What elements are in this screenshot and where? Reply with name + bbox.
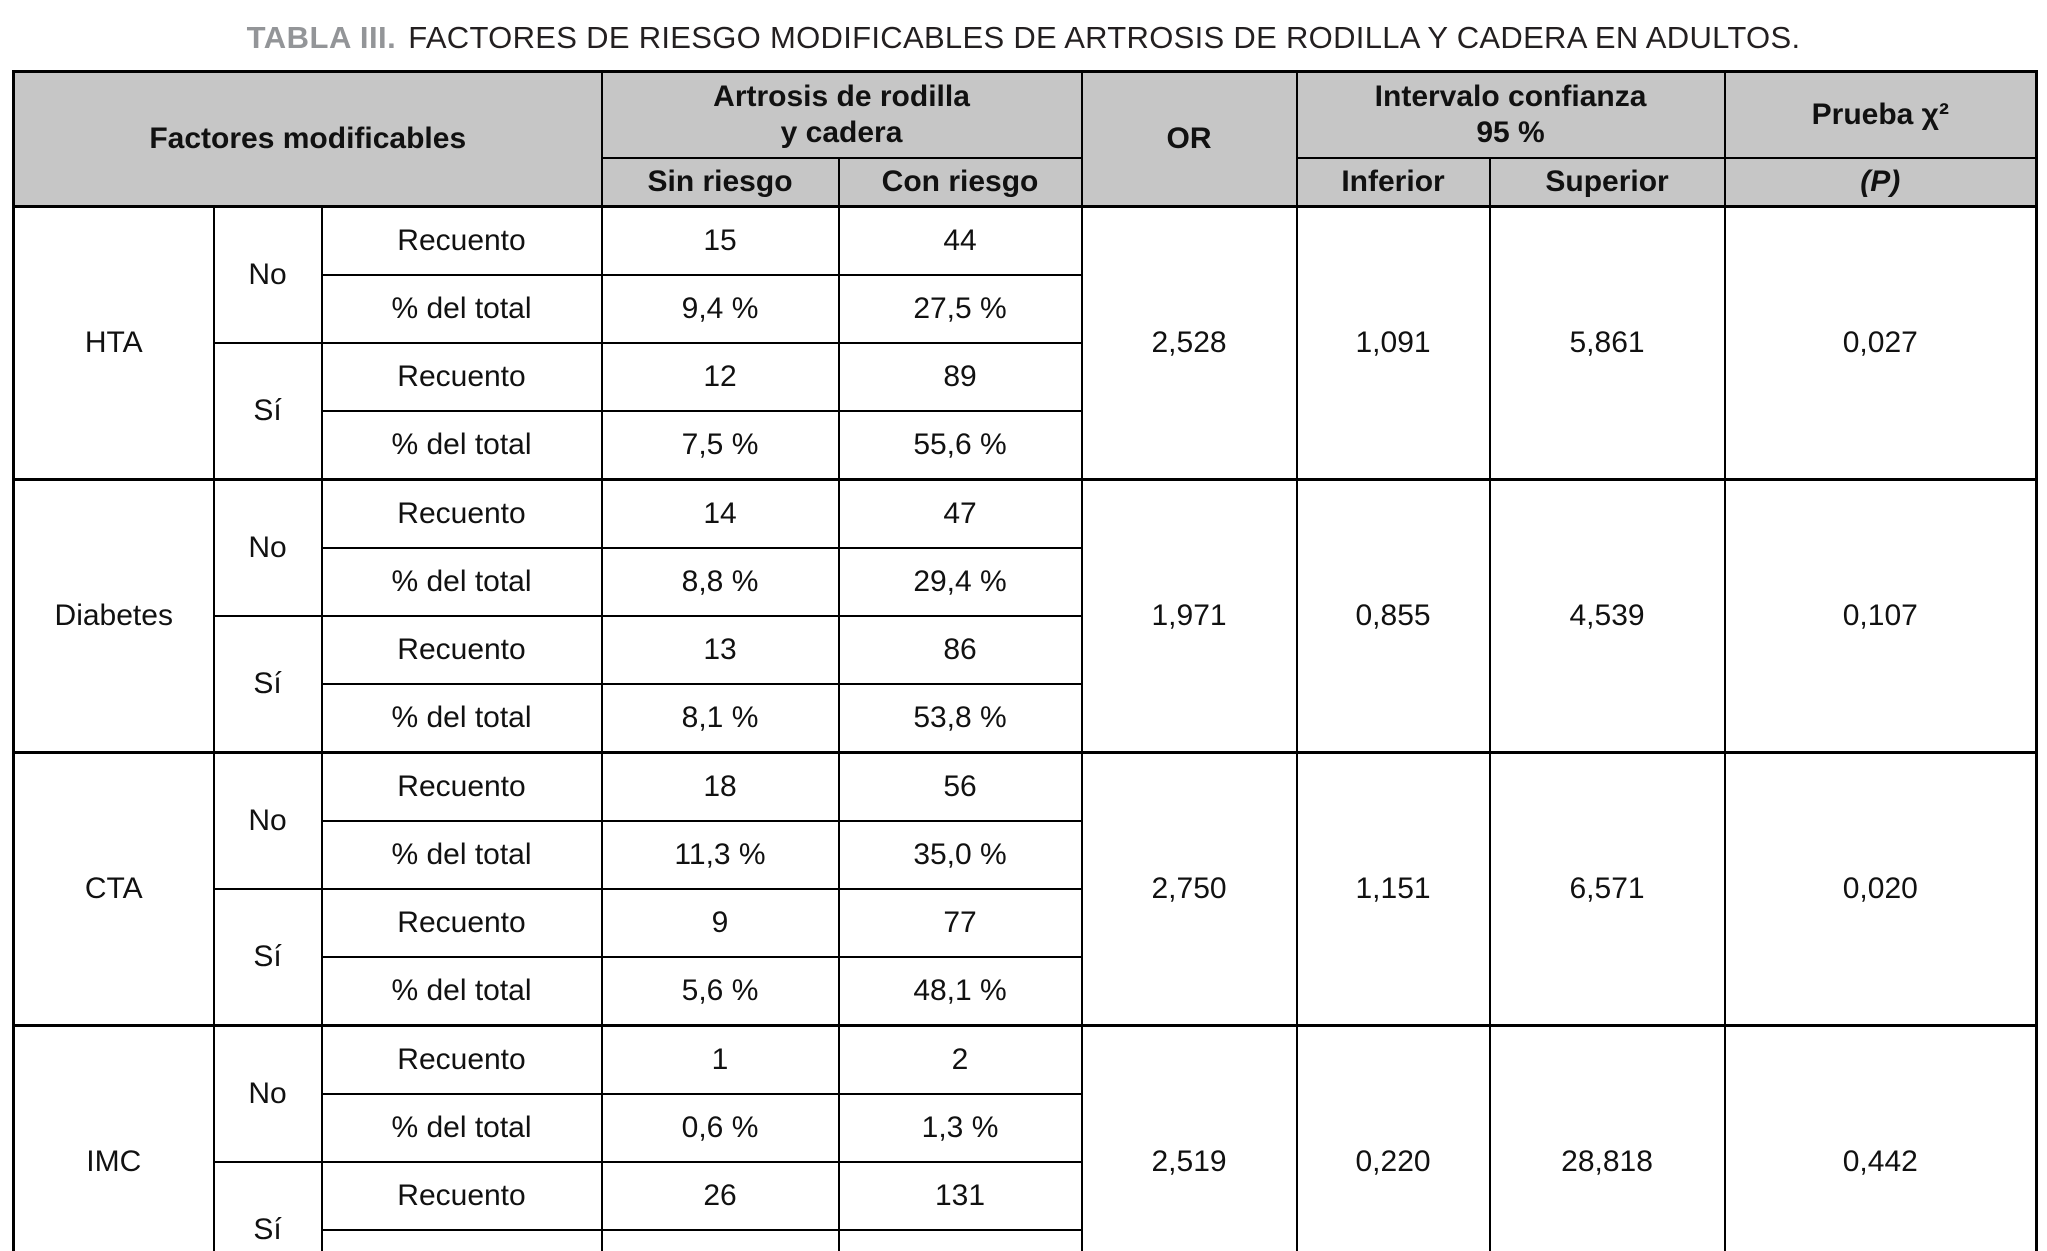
header-superior: Superior [1488, 156, 1726, 208]
cell-con-riesgo: 2 [837, 1023, 1083, 1095]
cell-inferior: 0,220 [1295, 1023, 1491, 1251]
header-con-riesgo: Con riesgo [837, 156, 1083, 208]
stat-label-pct: % del total [320, 546, 603, 617]
stat-label-recuento: Recuento [320, 341, 603, 412]
cell-con-riesgo: 131 [837, 1160, 1083, 1231]
cell-sin-riesgo: 0,6 % [600, 1092, 840, 1163]
header-intervalo-confianza: Intervalo confianza 95 % [1295, 70, 1726, 159]
group-label-no: No [212, 204, 323, 344]
stat-label-recuento: Recuento [320, 887, 603, 958]
factor-name-diabetes: Diabetes [12, 477, 215, 754]
cell-con-riesgo: 47 [837, 477, 1083, 549]
stat-label-recuento: Recuento [320, 477, 603, 549]
header-p-value: (P) [1723, 156, 2038, 208]
group-label-si: Sí [212, 887, 323, 1027]
cell-inferior: 1,091 [1295, 204, 1491, 481]
cell-con-riesgo: 55,6 % [837, 409, 1083, 481]
table-title-label: TABLA III. [246, 20, 397, 55]
cell-con-riesgo: 53,8 % [837, 682, 1083, 754]
stat-label-recuento: Recuento [320, 1023, 603, 1095]
header-prueba-chi2: Prueba χ² [1723, 70, 2038, 159]
cell-con-riesgo: 48,1 % [837, 955, 1083, 1027]
cell-sin-riesgo: 18 [600, 750, 840, 822]
cell-sin-riesgo: 16,3 % [600, 1228, 840, 1251]
stat-label-recuento: Recuento [320, 1160, 603, 1231]
cell-sin-riesgo: 9 [600, 887, 840, 958]
header-sin-riesgo: Sin riesgo [600, 156, 840, 208]
table-title-text: FACTORES DE RIESGO MODIFICABLES DE ARTRO… [408, 20, 1801, 55]
cell-con-riesgo: 44 [837, 204, 1083, 276]
cell-con-riesgo: 77 [837, 887, 1083, 958]
cell-p-value: 0,107 [1723, 477, 2038, 754]
stat-label-recuento: Recuento [320, 204, 603, 276]
stat-label-pct: % del total [320, 273, 603, 344]
cell-sin-riesgo: 14 [600, 477, 840, 549]
cell-con-riesgo: 29,4 % [837, 546, 1083, 617]
group-label-si: Sí [212, 1160, 323, 1251]
cell-sin-riesgo: 11,3 % [600, 819, 840, 890]
stat-label-pct: % del total [320, 1092, 603, 1163]
stat-label-pct: % del total [320, 955, 603, 1027]
header-artrosis-rodilla-cadera: Artrosis de rodilla y cadera [600, 70, 1083, 159]
cell-superior: 6,571 [1488, 750, 1726, 1027]
stat-label-pct: % del total [320, 409, 603, 481]
table-title: TABLA III. FACTORES DE RIESGO MODIFICABLE… [12, 20, 2035, 56]
cell-sin-riesgo: 8,8 % [600, 546, 840, 617]
group-label-no: No [212, 477, 323, 617]
cell-sin-riesgo: 1 [600, 1023, 840, 1095]
cell-or: 2,528 [1080, 204, 1298, 481]
cell-superior: 4,539 [1488, 477, 1726, 754]
header-inferior: Inferior [1295, 156, 1491, 208]
group-label-si: Sí [212, 614, 323, 754]
cell-sin-riesgo: 12 [600, 341, 840, 412]
cell-con-riesgo: 35,0 % [837, 819, 1083, 890]
cell-sin-riesgo: 7,5 % [600, 409, 840, 481]
cell-p-value: 0,027 [1723, 204, 2038, 481]
cell-or: 2,519 [1080, 1023, 1298, 1251]
cell-inferior: 0,855 [1295, 477, 1491, 754]
cell-con-riesgo: 89 [837, 341, 1083, 412]
cell-inferior: 1,151 [1295, 750, 1491, 1027]
group-label-si: Sí [212, 341, 323, 481]
cell-sin-riesgo: 15 [600, 204, 840, 276]
risk-factors-table: Factores modificables Artrosis de rodill… [12, 69, 2039, 1251]
cell-con-riesgo: 1,3 % [837, 1092, 1083, 1163]
stat-label-pct: % del total [320, 1228, 603, 1251]
cell-sin-riesgo: 9,4 % [600, 273, 840, 344]
cell-p-value: 0,020 [1723, 750, 2038, 1027]
cell-superior: 28,818 [1488, 1023, 1726, 1251]
cell-sin-riesgo: 8,1 % [600, 682, 840, 754]
cell-con-riesgo: 27,5 % [837, 273, 1083, 344]
cell-p-value: 0,442 [1723, 1023, 2038, 1251]
group-label-no: No [212, 750, 323, 890]
cell-sin-riesgo: 13 [600, 614, 840, 685]
factor-name-cta: CTA [12, 750, 215, 1027]
cell-superior: 5,861 [1488, 204, 1726, 481]
stat-label-recuento: Recuento [320, 614, 603, 685]
cell-sin-riesgo: 5,6 % [600, 955, 840, 1027]
cell-or: 2,750 [1080, 750, 1298, 1027]
cell-or: 1,971 [1080, 477, 1298, 754]
cell-con-riesgo: 56 [837, 750, 1083, 822]
cell-con-riesgo: 81,9 % [837, 1228, 1083, 1251]
group-label-no: No [212, 1023, 323, 1163]
stat-label-pct: % del total [320, 819, 603, 890]
header-or: OR [1080, 70, 1298, 208]
factor-name-hta: HTA [12, 204, 215, 481]
stat-label-pct: % del total [320, 682, 603, 754]
header-factores-modificables: Factores modificables [12, 70, 603, 208]
cell-con-riesgo: 86 [837, 614, 1083, 685]
stat-label-recuento: Recuento [320, 750, 603, 822]
factor-name-imc: IMC [12, 1023, 215, 1251]
cell-sin-riesgo: 26 [600, 1160, 840, 1231]
